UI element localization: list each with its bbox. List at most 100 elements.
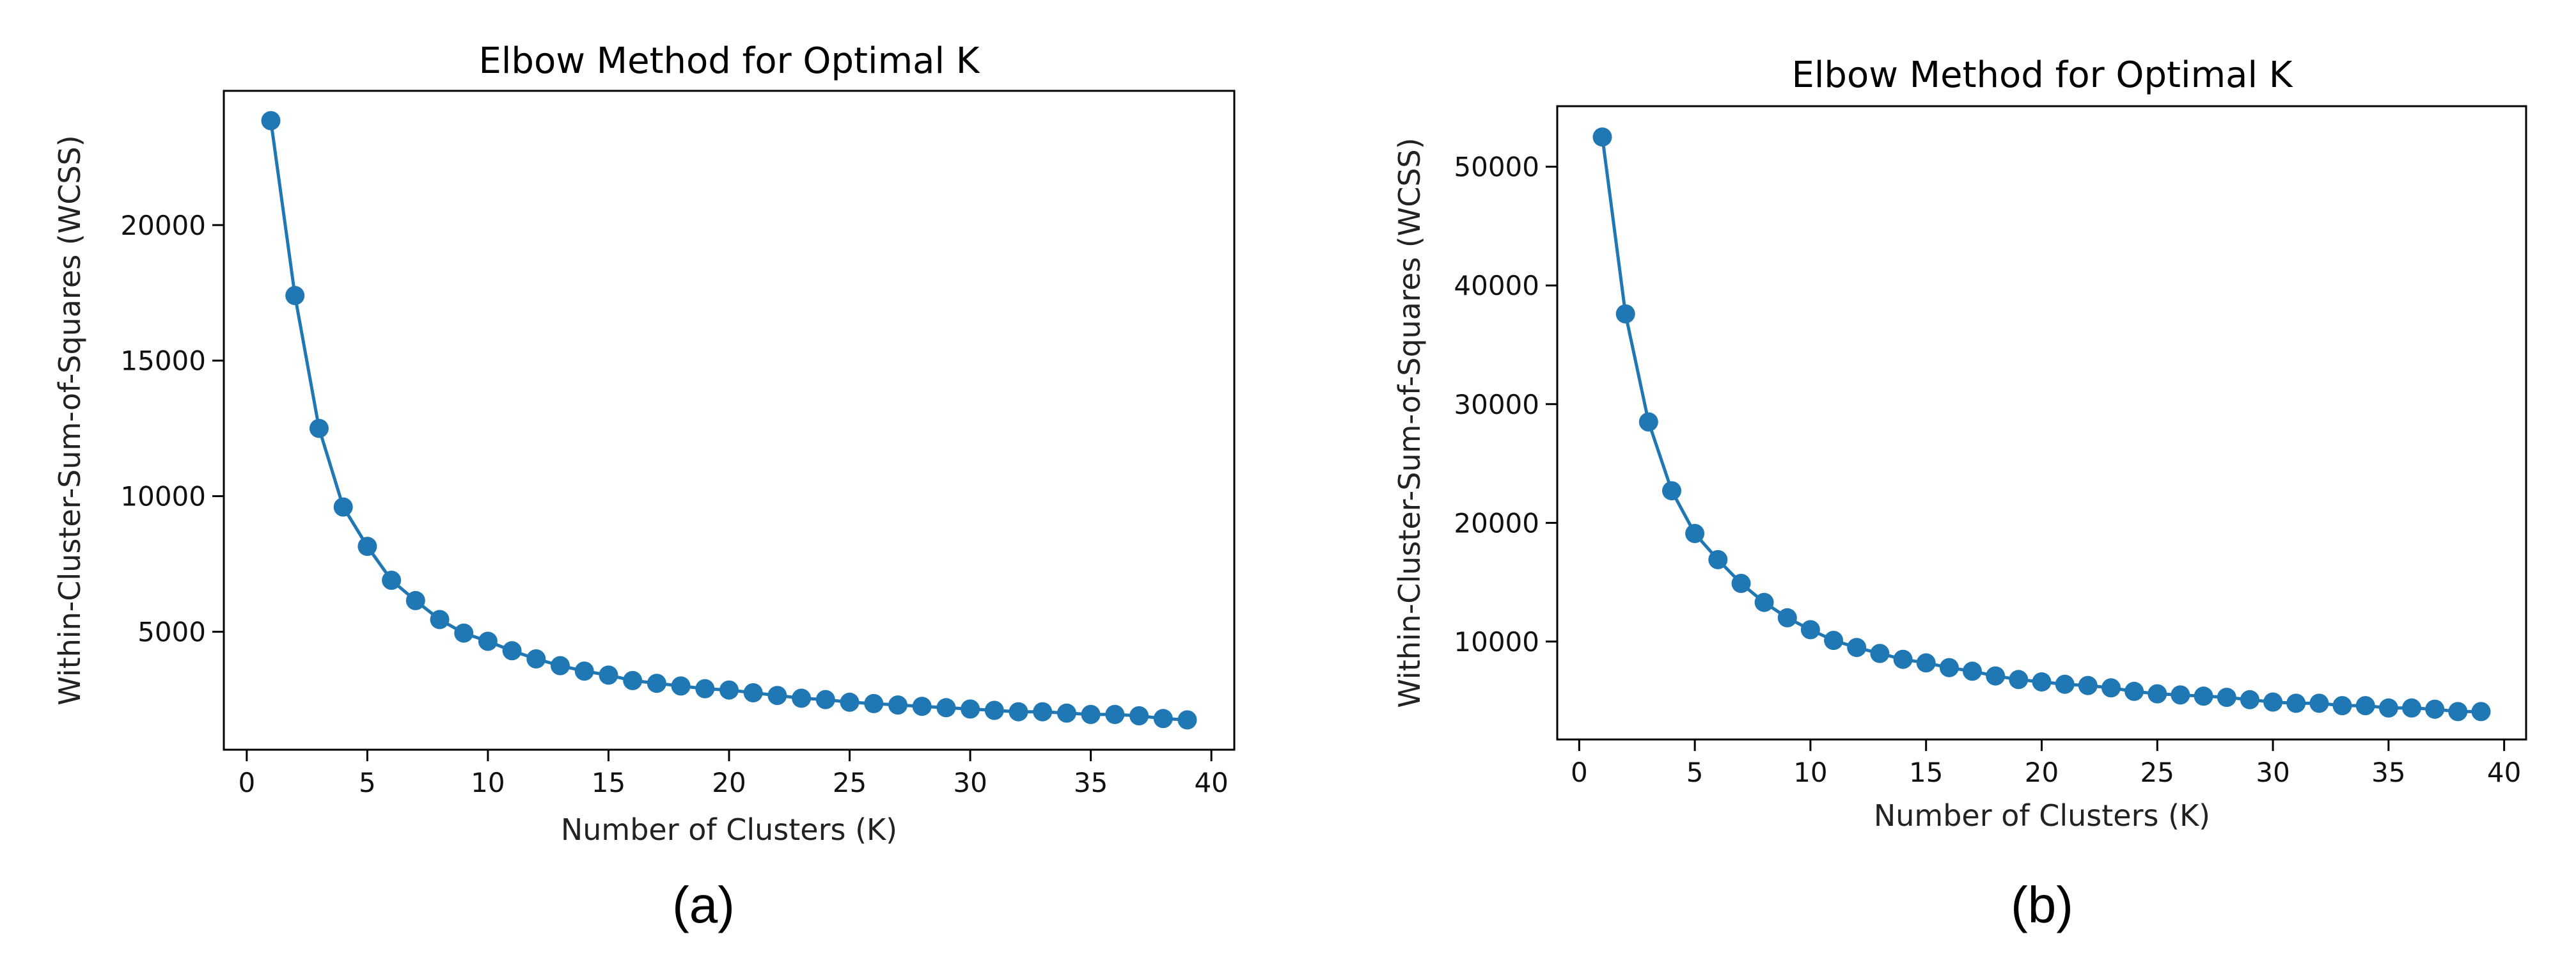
data-point bbox=[743, 683, 763, 702]
data-point bbox=[1081, 704, 1101, 724]
data-point bbox=[647, 674, 666, 693]
data-point bbox=[2194, 686, 2213, 706]
y-tick-label: 20000 bbox=[1454, 507, 1539, 539]
data-point bbox=[623, 670, 643, 690]
x-tick-label: 25 bbox=[2140, 757, 2174, 788]
data-point bbox=[1662, 481, 1681, 501]
data-point bbox=[309, 418, 329, 438]
data-point bbox=[1963, 661, 1982, 681]
y-tick-label: 40000 bbox=[1454, 270, 1539, 301]
plot-frame bbox=[1556, 105, 2527, 741]
data-point bbox=[502, 641, 522, 661]
x-tick-label: 15 bbox=[592, 767, 625, 798]
chart-title: Elbow Method for Optimal K bbox=[478, 40, 980, 82]
y-tick-label: 30000 bbox=[1454, 389, 1539, 420]
data-point bbox=[1708, 549, 1728, 569]
data-point bbox=[1592, 127, 1612, 147]
x-tick-label: 0 bbox=[238, 767, 255, 798]
x-tick-label: 30 bbox=[953, 767, 987, 798]
data-point bbox=[2148, 684, 2167, 704]
data-point bbox=[1033, 702, 1053, 722]
data-point bbox=[961, 699, 980, 719]
y-ticks: 10000 20000 30000 40000 50000 bbox=[1454, 152, 1557, 658]
panel-caption: (a) bbox=[672, 876, 735, 933]
data-point bbox=[2217, 688, 2236, 707]
data-point bbox=[2032, 672, 2052, 692]
data-point bbox=[1777, 608, 1797, 628]
data-point bbox=[2378, 698, 2398, 718]
data-point bbox=[2101, 678, 2121, 698]
data-point bbox=[1615, 304, 1635, 324]
x-tick-label: 0 bbox=[1571, 757, 1588, 788]
data-point bbox=[478, 631, 498, 651]
data-point bbox=[1986, 666, 2006, 686]
x-tick-label: 35 bbox=[2371, 757, 2405, 788]
data-point bbox=[1939, 658, 1959, 677]
series-points bbox=[1592, 127, 2491, 722]
y-ticks: 5000 10000 15000 20000 bbox=[120, 210, 224, 648]
data-point bbox=[864, 693, 884, 713]
data-point bbox=[2124, 681, 2144, 701]
data-point bbox=[1731, 574, 1751, 593]
chart-panel-a: Elbow Method for Optimal K 5000100001500… bbox=[52, 40, 1236, 933]
data-point bbox=[936, 698, 956, 718]
data-point bbox=[261, 111, 281, 130]
data-point bbox=[815, 690, 835, 709]
data-point bbox=[840, 692, 860, 712]
data-point bbox=[430, 610, 450, 629]
data-point bbox=[2402, 698, 2421, 718]
data-point bbox=[2471, 702, 2491, 722]
data-point bbox=[454, 623, 474, 643]
x-tick-label: 20 bbox=[2025, 757, 2059, 788]
data-point bbox=[1847, 638, 1867, 658]
data-point bbox=[2171, 685, 2190, 705]
y-axis-label: Within-Cluster-Sum-of-Squares (WCSS) bbox=[52, 135, 87, 705]
chart-panel-b: Elbow Method for Optimal K 1000020000300… bbox=[1392, 54, 2527, 933]
series-line bbox=[269, 120, 1188, 722]
data-point bbox=[1129, 706, 1149, 725]
plot-frame bbox=[223, 90, 1236, 751]
data-point bbox=[2240, 690, 2259, 709]
x-tick-label: 10 bbox=[1793, 757, 1827, 788]
x-tick-label: 10 bbox=[471, 767, 505, 798]
data-point bbox=[1638, 412, 1658, 432]
x-tick-label: 5 bbox=[1686, 757, 1704, 788]
data-point bbox=[1153, 709, 1173, 729]
data-point bbox=[405, 590, 425, 610]
panel-caption: (b) bbox=[2011, 876, 2073, 933]
data-point bbox=[888, 695, 907, 715]
data-point bbox=[912, 697, 932, 716]
x-tick-label: 30 bbox=[2256, 757, 2289, 788]
y-tick-label: 10000 bbox=[1454, 626, 1539, 658]
x-tick-label: 25 bbox=[833, 767, 867, 798]
data-point bbox=[671, 676, 691, 696]
data-point bbox=[767, 686, 787, 706]
data-point bbox=[574, 661, 594, 681]
y-tick-label: 20000 bbox=[120, 210, 206, 241]
data-point bbox=[2448, 702, 2468, 722]
data-point bbox=[2009, 670, 2029, 690]
data-point bbox=[551, 656, 570, 676]
data-point bbox=[285, 286, 305, 305]
x-tick-label: 35 bbox=[1074, 767, 1108, 798]
y-tick-label: 50000 bbox=[1454, 152, 1539, 183]
series-line bbox=[1601, 136, 2481, 713]
data-point bbox=[2055, 674, 2075, 694]
x-axis-label: Number of Clusters (K) bbox=[1874, 798, 2210, 833]
data-point bbox=[382, 571, 402, 590]
data-point bbox=[2263, 692, 2283, 712]
data-point bbox=[1105, 704, 1125, 724]
data-point bbox=[792, 688, 812, 708]
data-point bbox=[2332, 696, 2352, 716]
data-point bbox=[984, 700, 1004, 720]
data-point bbox=[1177, 710, 1197, 730]
data-point bbox=[2078, 676, 2098, 695]
data-point bbox=[2309, 693, 2329, 713]
data-point bbox=[2286, 693, 2306, 713]
chart-title: Elbow Method for Optimal K bbox=[1791, 54, 2293, 96]
data-point bbox=[2355, 696, 2375, 716]
x-ticks: 0 5 10 15 20 25 30 35 40 bbox=[238, 750, 1229, 798]
data-point bbox=[695, 679, 715, 699]
series-points bbox=[261, 111, 1197, 730]
data-point bbox=[1685, 524, 1705, 543]
